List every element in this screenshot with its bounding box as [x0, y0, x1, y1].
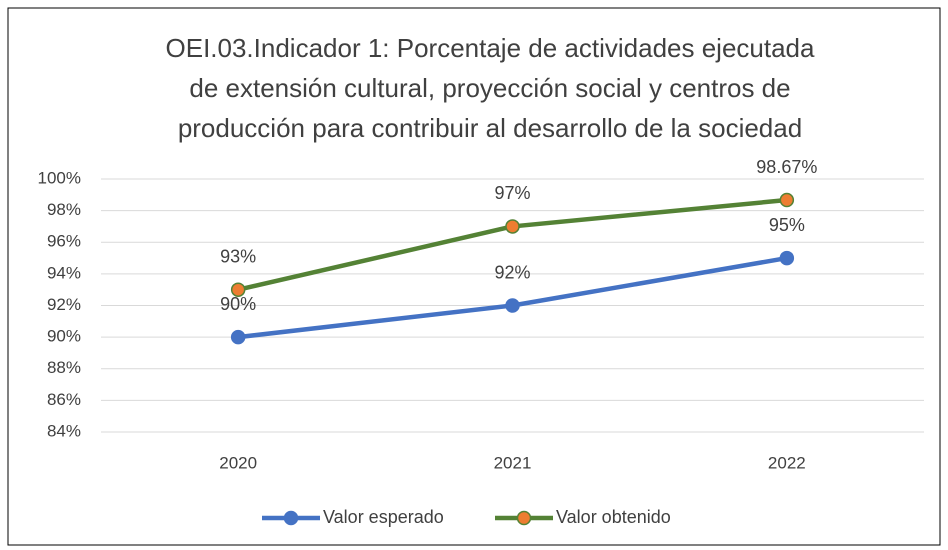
- legend-marker: [283, 510, 299, 526]
- chart-title: OEI.03.Indicador 1: Porcentaje de activi…: [166, 33, 816, 63]
- x-tick-label: 2021: [494, 453, 532, 472]
- data-label: 90%: [220, 294, 256, 314]
- y-tick-label: 98%: [47, 200, 81, 219]
- chart-title: de extensión cultural, proyección social…: [189, 73, 790, 103]
- y-tick-label: 88%: [47, 358, 81, 377]
- y-tick-label: 100%: [38, 168, 81, 187]
- x-tick-label: 2022: [768, 453, 806, 472]
- y-tick-label: 90%: [47, 327, 81, 346]
- point: [230, 329, 246, 345]
- y-tick-label: 84%: [47, 421, 81, 440]
- legend-label: Valor esperado: [323, 507, 444, 527]
- legend-marker: [516, 510, 532, 526]
- data-label: 92%: [494, 262, 530, 282]
- data-label: 97%: [494, 183, 530, 203]
- y-tick-label: 92%: [47, 295, 81, 314]
- chart-title: producción para contribuir al desarrollo…: [178, 113, 802, 143]
- point: [505, 298, 520, 313]
- point: [779, 192, 795, 208]
- y-tick-label: 86%: [47, 390, 81, 409]
- data-label: 98.67%: [756, 157, 817, 177]
- data-label: 93%: [220, 246, 256, 266]
- chart-border: [7, 7, 941, 546]
- point: [505, 219, 520, 234]
- legend-label: Valor obtenido: [556, 507, 671, 527]
- point: [230, 282, 246, 297]
- point: [779, 250, 795, 266]
- y-tick-label: 94%: [47, 263, 81, 282]
- y-tick-label: 96%: [47, 232, 81, 251]
- x-tick-label: 2020: [219, 453, 257, 472]
- data-label: 95%: [769, 215, 805, 235]
